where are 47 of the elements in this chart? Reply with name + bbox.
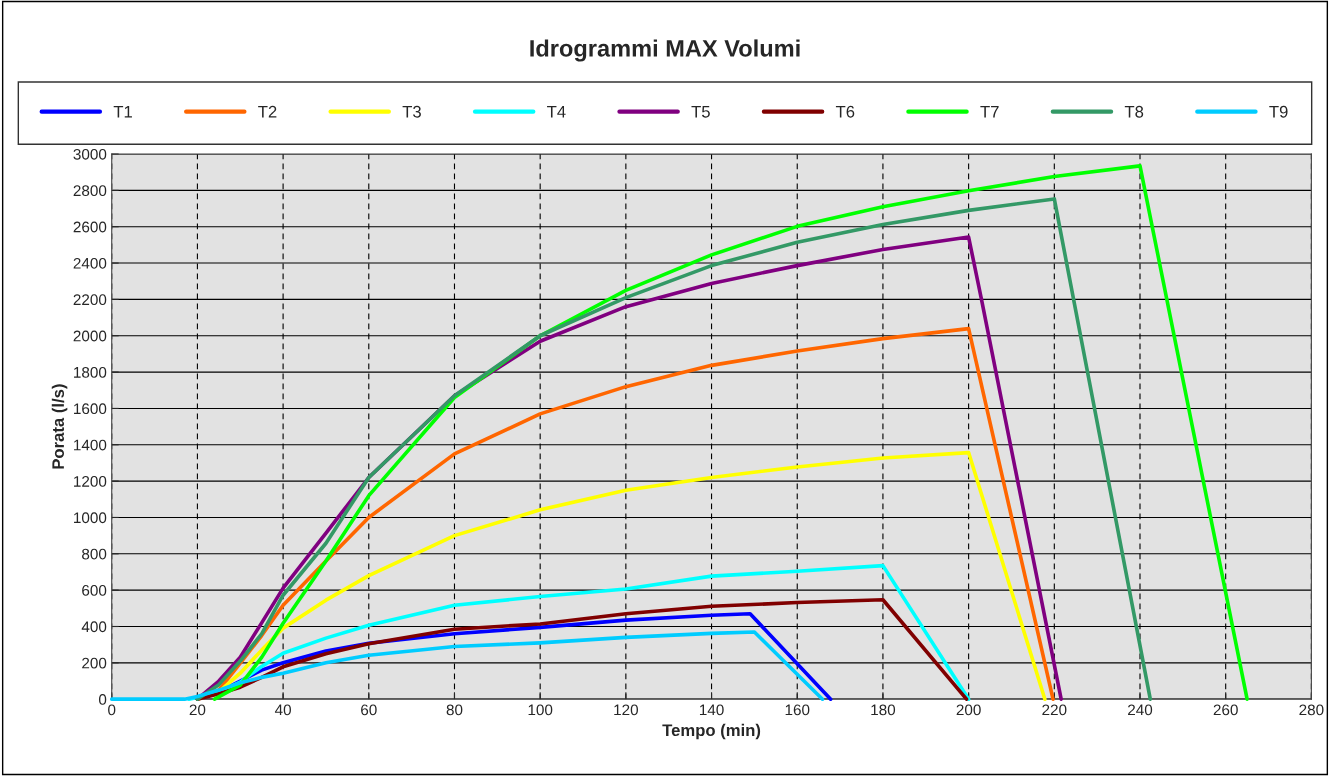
- x-tick-label: 100: [528, 704, 553, 716]
- legend-label: T1: [113, 106, 132, 118]
- y-tick-label: 2800: [73, 185, 107, 197]
- legend-label: T7: [980, 106, 999, 118]
- y-tick-label: 800: [82, 548, 107, 560]
- line-series: [109, 630, 825, 701]
- x-tick-label: 200: [956, 704, 981, 716]
- legend-label: T8: [1124, 105, 1144, 118]
- x-tick-label: 260: [1213, 704, 1238, 716]
- y-tick-label: 400: [81, 621, 107, 633]
- y-tick-label: 1200: [74, 475, 107, 487]
- y-tick-label: 1600: [74, 403, 107, 415]
- y-tick-label: 3000: [73, 148, 107, 160]
- y-tick-label: 2200: [73, 294, 107, 306]
- y-tick-label: 600: [82, 585, 107, 596]
- y-tick-label: 2600: [73, 221, 107, 233]
- y-tick-label: 0: [98, 694, 107, 705]
- y-tick-label: 1000: [74, 512, 107, 524]
- x-tick-label: 280: [1299, 704, 1324, 716]
- legend-label: T9: [1269, 105, 1288, 118]
- x-tick-label: 80: [446, 704, 463, 716]
- legend-label: T6: [835, 105, 855, 118]
- x-tick-label: 180: [871, 704, 896, 716]
- line-series: [187, 563, 971, 701]
- y-tick-label: 1800: [74, 366, 107, 378]
- line-series: [195, 197, 1153, 701]
- y-tick-label: 200: [82, 657, 107, 669]
- x-tick-label: 20: [189, 704, 206, 716]
- x-axis-title: Tempo (min): [662, 723, 761, 740]
- y-tick-label: 2400: [73, 257, 107, 269]
- legend-label: T2: [258, 105, 277, 118]
- y-tick-label: 1400: [74, 439, 107, 451]
- x-tick-label: 120: [614, 704, 639, 716]
- legend-label: T4: [547, 106, 566, 118]
- line-series: [212, 164, 1249, 701]
- x-tick-label: 240: [1128, 704, 1153, 716]
- y-axis-title: Porata (l/s): [51, 384, 68, 469]
- x-tick-label: 160: [785, 704, 810, 716]
- x-tick-label: 0: [108, 704, 116, 716]
- x-tick-label: 140: [699, 704, 724, 716]
- x-tick-label: 220: [1042, 704, 1067, 716]
- x-tick-label: 40: [274, 704, 291, 716]
- legend-label: T3: [402, 105, 421, 118]
- x-tick-label: 60: [361, 704, 377, 716]
- chart-title: Idrogrammi MAX Volumi: [530, 39, 800, 62]
- legend-label: T5: [691, 106, 710, 118]
- y-tick-label: 2000: [73, 330, 107, 342]
